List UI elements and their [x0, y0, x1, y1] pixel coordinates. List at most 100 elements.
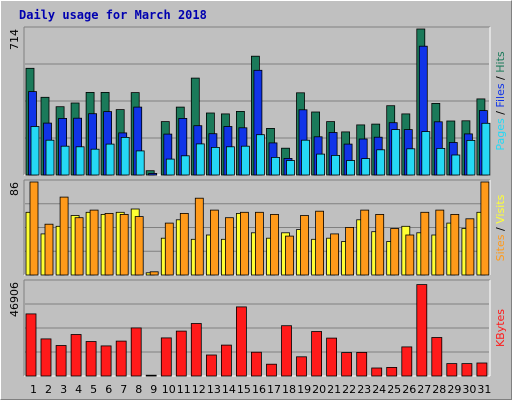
x-tick-day-15: 15 — [237, 383, 251, 396]
bar-pages-day-16 — [255, 134, 265, 176]
legend-files: Files — [494, 83, 507, 107]
bar-kbytes-day-10 — [160, 337, 172, 377]
bar-kbytes-day-12 — [190, 323, 202, 377]
legend-visits: Visits — [494, 194, 507, 223]
bar-pages-day-7 — [120, 136, 130, 176]
x-tick-day-2: 2 — [45, 383, 52, 396]
bar-kbytes-day-25 — [386, 366, 398, 377]
bar-sites-day-27 — [420, 211, 430, 276]
bar-pages-day-2 — [45, 139, 55, 176]
legend-pages: Pages — [494, 118, 507, 151]
x-tick-day-10: 10 — [162, 383, 176, 396]
bar-pages-day-10 — [165, 158, 175, 176]
x-tick-day-18: 18 — [282, 383, 296, 396]
bar-kbytes-day-4 — [70, 334, 82, 377]
x-tick-day-4: 4 — [75, 383, 82, 396]
bar-sites-day-20 — [315, 210, 325, 276]
bar-pages-day-23 — [361, 158, 371, 176]
bar-sites-day-18 — [285, 235, 294, 276]
x-tick-day-17: 17 — [267, 383, 281, 396]
legend-separator: / — [494, 108, 507, 119]
y-max-label: 86 — [8, 182, 21, 196]
x-tick-day-29: 29 — [447, 383, 461, 396]
bar-sites-day-7 — [119, 213, 129, 276]
bar-pages-day-25 — [391, 129, 401, 176]
legend: KBytes — [494, 309, 507, 347]
x-tick-day-26: 26 — [402, 383, 416, 396]
bar-pages-day-12 — [195, 143, 205, 176]
x-tick-day-5: 5 — [90, 383, 97, 396]
legend: Pages / Files / Hits — [494, 51, 507, 151]
bar-sites-day-13 — [209, 209, 219, 276]
x-tick-day-27: 27 — [417, 383, 431, 396]
bar-sites-day-19 — [300, 215, 309, 276]
bar-kbytes-day-7 — [115, 340, 127, 377]
x-tick-day-14: 14 — [222, 383, 236, 396]
x-tick-day-1: 1 — [30, 383, 37, 396]
bar-pages-day-13 — [210, 146, 220, 176]
bar-kbytes-day-9 — [145, 374, 157, 377]
x-tick-day-7: 7 — [120, 383, 127, 396]
bar-sites-day-28 — [435, 209, 445, 276]
bar-pages-day-28 — [436, 147, 446, 176]
bar-kbytes-day-13 — [205, 354, 217, 377]
bar-pages-day-5 — [90, 148, 100, 176]
bar-pages-day-4 — [75, 146, 85, 176]
bar-sites-day-26 — [405, 234, 415, 276]
bar-pages-day-8 — [135, 150, 145, 176]
x-tick-day-16: 16 — [252, 383, 266, 396]
legend: Sites / Visits — [494, 194, 507, 261]
bar-sites-day-23 — [360, 209, 370, 276]
bar-pages-day-17 — [271, 156, 280, 176]
bar-pages-day-31 — [481, 122, 491, 176]
bar-files-day-9 — [148, 172, 158, 176]
bar-sites-day-24 — [375, 213, 385, 276]
bar-pages-day-24 — [376, 149, 386, 176]
bar-kbytes-day-8 — [130, 327, 142, 377]
x-tick-day-22: 22 — [342, 383, 356, 396]
x-tick-day-25: 25 — [387, 383, 401, 396]
bar-kbytes-day-27 — [416, 284, 428, 377]
x-tick-day-8: 8 — [135, 383, 142, 396]
bar-sites-day-4 — [74, 217, 84, 276]
bar-sites-day-16 — [254, 211, 264, 276]
x-tick-day-31: 31 — [477, 383, 491, 396]
bar-kbytes-day-14 — [220, 344, 232, 377]
bar-sites-day-21 — [330, 233, 340, 276]
bar-kbytes-day-31 — [476, 362, 488, 377]
bar-pages-day-26 — [406, 148, 416, 176]
x-tick-day-21: 21 — [327, 383, 341, 396]
bar-sites-day-30 — [465, 218, 475, 276]
bar-sites-day-1 — [29, 181, 39, 276]
bar-pages-day-14 — [225, 146, 235, 176]
chart-title: Daily usage for March 2018 — [19, 8, 207, 22]
x-tick-day-24: 24 — [372, 383, 386, 396]
bar-pages-day-30 — [466, 139, 476, 176]
bar-sites-day-17 — [270, 213, 279, 276]
bar-sites-day-31 — [480, 181, 490, 276]
legend-separator: / — [494, 73, 507, 84]
bar-pages-day-3 — [60, 145, 70, 176]
bar-sites-day-6 — [104, 212, 114, 276]
bar-pages-day-1 — [30, 126, 40, 176]
x-tick-day-23: 23 — [357, 383, 371, 396]
bar-kbytes-day-2 — [40, 338, 52, 377]
bar-kbytes-day-17 — [266, 363, 277, 377]
legend-separator: / — [494, 224, 507, 235]
x-tick-day-19: 19 — [297, 383, 311, 396]
x-tick-day-11: 11 — [177, 383, 191, 396]
bar-sites-day-3 — [59, 196, 69, 276]
bar-sites-day-14 — [224, 217, 234, 276]
bar-kbytes-day-28 — [431, 337, 443, 377]
bar-pages-day-29 — [451, 154, 461, 176]
bar-kbytes-day-24 — [371, 367, 383, 377]
x-tick-day-6: 6 — [105, 383, 112, 396]
bar-pages-day-19 — [301, 139, 310, 176]
bar-sites-day-5 — [89, 209, 99, 276]
bar-kbytes-day-26 — [401, 346, 413, 377]
bar-kbytes-day-29 — [446, 363, 458, 377]
bar-kbytes-day-23 — [356, 351, 368, 377]
bar-sites-day-29 — [450, 213, 460, 276]
bar-sites-day-9 — [149, 271, 159, 276]
bar-pages-day-20 — [316, 153, 326, 176]
